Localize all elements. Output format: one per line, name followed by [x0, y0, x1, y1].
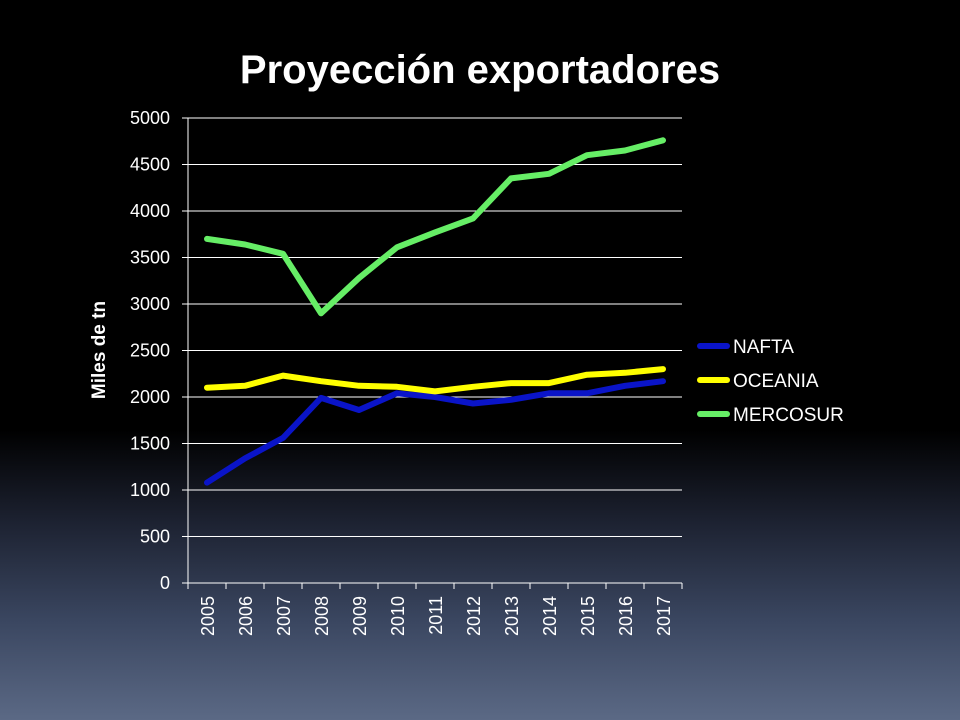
y-tick-label: 1500	[130, 434, 170, 454]
series-line-nafta	[204, 378, 666, 486]
x-tick-label: 2009	[350, 596, 370, 636]
x-tick-label: 2012	[464, 596, 484, 636]
x-tick-label: 2011	[426, 596, 446, 635]
x-tick-label: 2017	[654, 596, 674, 636]
x-tick-label: 2013	[502, 596, 522, 636]
x-tick-label: 2015	[578, 596, 598, 636]
y-tick-label: 1000	[130, 480, 170, 500]
x-tick-label: 2005	[198, 596, 218, 636]
series-line-oceania	[204, 366, 666, 395]
y-tick-label: 2500	[130, 341, 170, 361]
y-tick-label: 3500	[130, 248, 170, 268]
y-tick-label: 500	[140, 527, 170, 547]
y-axis-label: Miles de tn	[89, 301, 110, 399]
legend-label-mercosur: MERCOSUR	[733, 405, 844, 426]
y-tick-label: 4500	[130, 155, 170, 175]
x-tick-label: 2014	[540, 596, 560, 636]
y-tick-label: 3000	[130, 294, 170, 314]
x-tick-label: 2007	[274, 596, 294, 636]
y-tick-label: 0	[160, 573, 170, 593]
y-tick-label: 2000	[130, 387, 170, 407]
legend-label-nafta: NAFTA	[733, 337, 794, 358]
x-tick-label: 2016	[616, 596, 636, 636]
y-tick-label: 4000	[130, 201, 170, 221]
legend-label-oceania: OCEANIA	[733, 371, 819, 392]
x-tick-label: 2006	[236, 596, 256, 636]
x-tick-label: 2008	[312, 596, 332, 636]
y-tick-label: 5000	[130, 108, 170, 128]
chart-title: Proyección exportadores	[239, 48, 721, 92]
x-tick-label: 2010	[388, 596, 408, 636]
series-line-mercosur	[204, 137, 666, 317]
